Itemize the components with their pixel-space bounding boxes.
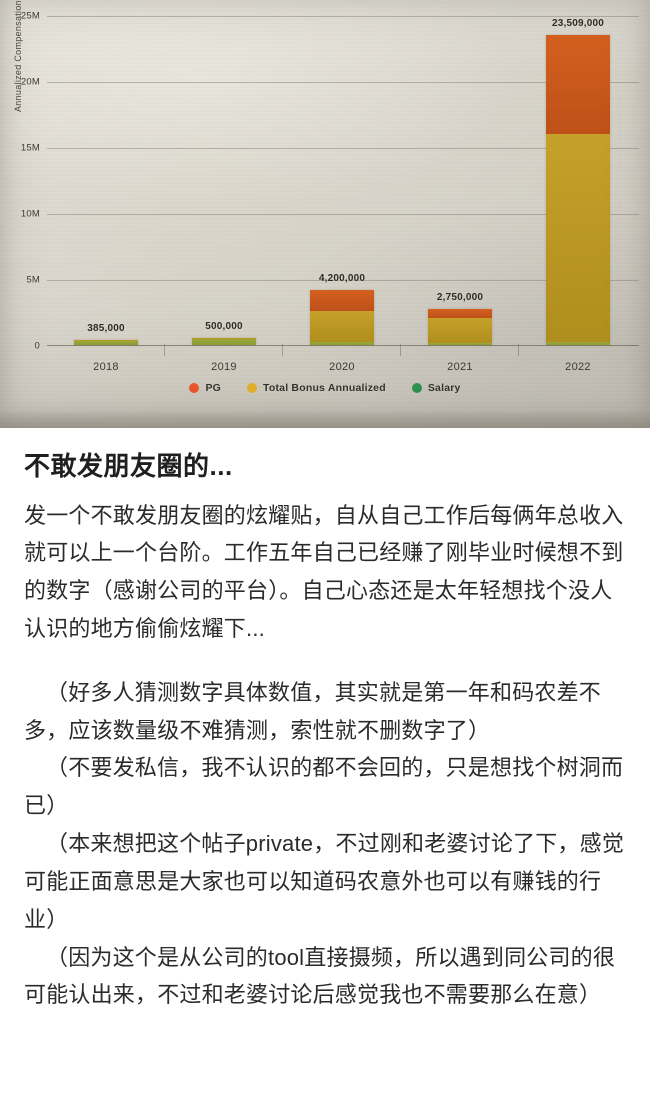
bar-value-label-2019: 500,000	[205, 321, 243, 332]
bar-column-2021[interactable]: 2,750,000 2021	[401, 16, 519, 373]
y-tick-15m: 15M	[20, 142, 40, 154]
bar-2021[interactable]	[428, 309, 492, 345]
post-paragraph-3: （不要发私信，我不认识的都不会回的，只是想找个树洞而已）	[24, 755, 624, 819]
bar-value-label-2020: 4,200,000	[318, 273, 366, 284]
bar-segment-salary-2018	[74, 341, 138, 345]
bar-2020[interactable]	[310, 290, 374, 345]
gridline-5m	[47, 280, 639, 281]
bar-2022[interactable]	[546, 35, 610, 345]
gridline-25m	[47, 16, 639, 17]
category-separator	[518, 344, 519, 356]
bar-segment-bonus-2018	[74, 340, 138, 341]
post-paragraph-2: （好多人猜测数字具体数值，其实就是第一年和码农差不多，应该数量级不难猜测，索性就…	[24, 679, 602, 743]
gridline-15m	[47, 148, 639, 149]
plot-area: 25M 20M 15M 10M 5M 0 385,000 2018 500,00…	[21, 11, 639, 373]
legend-item-salary[interactable]: Salary	[411, 382, 461, 394]
x-axis-baseline	[47, 345, 639, 346]
bar-segment-salary-2019	[192, 339, 256, 345]
legend-item-pg[interactable]: PG	[189, 382, 221, 394]
bar-segment-bonus-2022	[546, 134, 610, 342]
gridline-20m	[47, 82, 639, 83]
chart-legend: PG Total Bonus Annualized Salary	[0, 382, 650, 394]
category-separator	[282, 344, 283, 356]
bar-segment-pg-2021	[428, 309, 492, 318]
bar-segment-pg-2022	[546, 35, 610, 134]
legend-swatch-icon	[411, 383, 422, 393]
chart-screenshot-photo: Annualized Compensation 25M 20M 15M 10M …	[0, 0, 650, 428]
bar-value-label-2018: 385,000	[87, 323, 125, 334]
legend-label-pg: PG	[205, 382, 222, 394]
x-tick-2020: 2020	[329, 361, 355, 373]
y-tick-25m: 25M	[20, 10, 40, 22]
post-paragraph-1: 发一个不敢发朋友圈的炫耀贴，自从自己工作后每俩年总收入就可以上一个台阶。工作五年…	[24, 502, 624, 641]
y-tick-20m: 20M	[20, 76, 40, 88]
bar-segment-bonus-2021	[428, 318, 492, 343]
post-paragraph-5: （因为这个是从公司的tool直接摄频，所以遇到同公司的很可能认出来，不过和老婆讨…	[24, 944, 616, 1008]
legend-label-total-bonus-annualized: Total Bonus Annualized	[263, 382, 386, 394]
category-separator	[164, 344, 165, 356]
photo-bottom-edge	[0, 412, 650, 428]
bar-value-label-2021: 2,750,000	[436, 292, 484, 303]
bar-segment-bonus-2020	[310, 311, 374, 342]
y-tick-0: 0	[34, 340, 40, 352]
bar-segment-pg-2020	[310, 290, 374, 311]
paragraph-gap	[24, 648, 626, 674]
post-title: 不敢发朋友圈的...	[24, 451, 233, 481]
gridline-10m	[47, 214, 639, 215]
legend-swatch-icon	[189, 383, 200, 393]
x-tick-2022: 2022	[565, 361, 591, 373]
bar-2019[interactable]	[192, 338, 256, 345]
post-body: 不敢发朋友圈的... 发一个不敢发朋友圈的炫耀贴，自从自己工作后每俩年总收入就可…	[0, 428, 650, 1100]
legend-label-salary: Salary	[427, 382, 461, 394]
x-tick-2021: 2021	[447, 361, 473, 373]
bar-segment-salary-2021	[428, 343, 492, 345]
category-separator	[400, 344, 401, 356]
bar-segment-bonus-2019	[192, 338, 256, 339]
legend-item-total-bonus-annualized[interactable]: Total Bonus Annualized	[247, 382, 386, 394]
bar-value-label-2022: 23,509,000	[551, 18, 605, 29]
y-tick-10m: 10M	[20, 208, 40, 220]
bar-column-2018[interactable]: 385,000 2018	[47, 16, 165, 373]
legend-swatch-icon	[247, 383, 258, 393]
x-tick-2019: 2019	[211, 361, 237, 373]
bar-segment-salary-2020	[310, 342, 374, 345]
y-tick-5m: 5M	[26, 274, 40, 286]
bar-column-2019[interactable]: 500,000 2019	[165, 16, 283, 373]
post-paragraph-4: （本来想把这个帖子private，不过刚和老婆讨论了下，感觉可能正面意思是大家也…	[24, 831, 625, 932]
bar-column-2020[interactable]: 4,200,000 2020	[283, 16, 401, 373]
bar-segment-salary-2022	[546, 342, 610, 345]
bar-column-2022[interactable]: 23,509,000 2022	[519, 16, 637, 373]
bar-2018[interactable]	[74, 340, 138, 345]
x-tick-2018: 2018	[93, 361, 119, 373]
